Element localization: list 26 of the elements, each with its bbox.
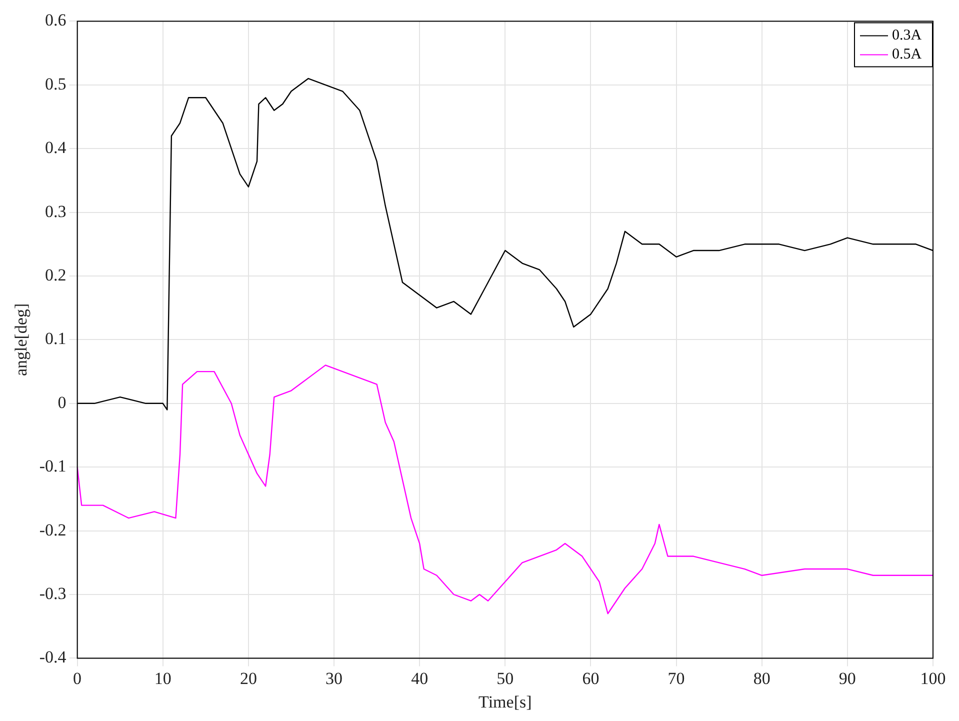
y-tick-label: -0.3	[39, 584, 66, 603]
x-tick-label: 0	[73, 668, 82, 688]
x-axis-title: Time[s]	[478, 692, 532, 712]
x-tick-label: 70	[668, 668, 685, 688]
y-tick-label: 0.2	[45, 265, 66, 284]
y-tick-label: 0.6	[45, 10, 66, 30]
y-axis-title: angle[deg]	[12, 303, 31, 376]
legend-label: 0.5A	[892, 46, 922, 63]
x-tick-label: 20	[240, 668, 257, 688]
y-tick-label: 0.4	[45, 138, 67, 158]
y-tick-label: -0.4	[39, 648, 67, 667]
x-tick-label: 30	[326, 668, 343, 688]
x-tick-label: 10	[154, 668, 172, 688]
y-tick-label: -0.2	[39, 520, 66, 540]
x-tick-label: 50	[496, 668, 514, 688]
y-tick-label: 0.3	[45, 202, 66, 221]
x-tick-label: 40	[411, 668, 428, 688]
y-tick-label: -0.1	[39, 456, 66, 476]
x-tick-label: 60	[582, 668, 600, 688]
x-tick-label: 80	[753, 668, 770, 688]
y-tick-label: 0.1	[45, 329, 66, 348]
y-tick-label: 0	[58, 392, 66, 412]
x-tick-label: 90	[838, 668, 856, 688]
y-tick-label: 0.5	[45, 74, 66, 94]
x-tick-label: 100	[920, 668, 946, 688]
legend-label: 0.3A	[892, 28, 922, 44]
